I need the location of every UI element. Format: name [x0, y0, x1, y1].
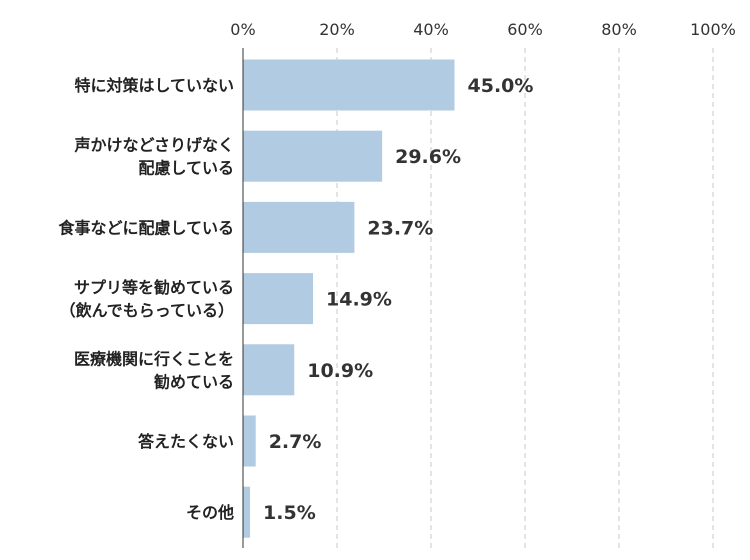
category-label: （飲んでもらっている） — [60, 301, 234, 320]
x-tick-label: 100% — [690, 20, 736, 39]
value-label: 10.9% — [307, 360, 373, 382]
bar — [243, 344, 295, 396]
category-label: 声かけなどさりげなく — [73, 136, 234, 155]
value-label: 2.7% — [269, 431, 322, 453]
grid-lines — [336, 48, 714, 548]
bars — [243, 59, 455, 538]
value-label: 45.0% — [468, 75, 534, 97]
x-tick-label: 80% — [601, 20, 637, 39]
x-tick-label: 60% — [507, 20, 543, 39]
value-label: 29.6% — [395, 146, 461, 168]
bar — [243, 486, 251, 538]
category-label: サプリ等を勧めている — [74, 278, 234, 297]
category-label: 食事などに配慮している — [57, 218, 234, 237]
x-tick-label: 0% — [230, 20, 255, 39]
category-label: 勧めている — [154, 372, 234, 391]
x-tick-label: 40% — [413, 20, 449, 39]
category-label: 答えたくない — [138, 432, 234, 451]
x-axis-ticks: 0% 20% 40% 60% 80% 100% — [230, 20, 736, 39]
bar — [243, 130, 383, 182]
bar — [243, 201, 355, 253]
bar — [243, 59, 455, 111]
value-label: 14.9% — [326, 289, 392, 311]
category-label: 特に対策はしていない — [74, 76, 234, 95]
value-labels: 45.0% 29.6% 23.7% 14.9% 10.9% 2.7% 1.5% — [263, 75, 533, 524]
category-label: 配慮している — [138, 159, 234, 178]
category-labels: 特に対策はしていない声かけなどさりげなく配慮している食事などに配慮しているサプリ… — [57, 76, 234, 522]
category-label: その他 — [186, 503, 234, 522]
x-tick-label: 20% — [319, 20, 355, 39]
value-label: 23.7% — [367, 217, 433, 239]
category-label: 医療機関に行くことを — [74, 349, 234, 368]
bar — [243, 273, 314, 325]
value-label: 1.5% — [263, 502, 316, 524]
bar — [243, 415, 256, 467]
